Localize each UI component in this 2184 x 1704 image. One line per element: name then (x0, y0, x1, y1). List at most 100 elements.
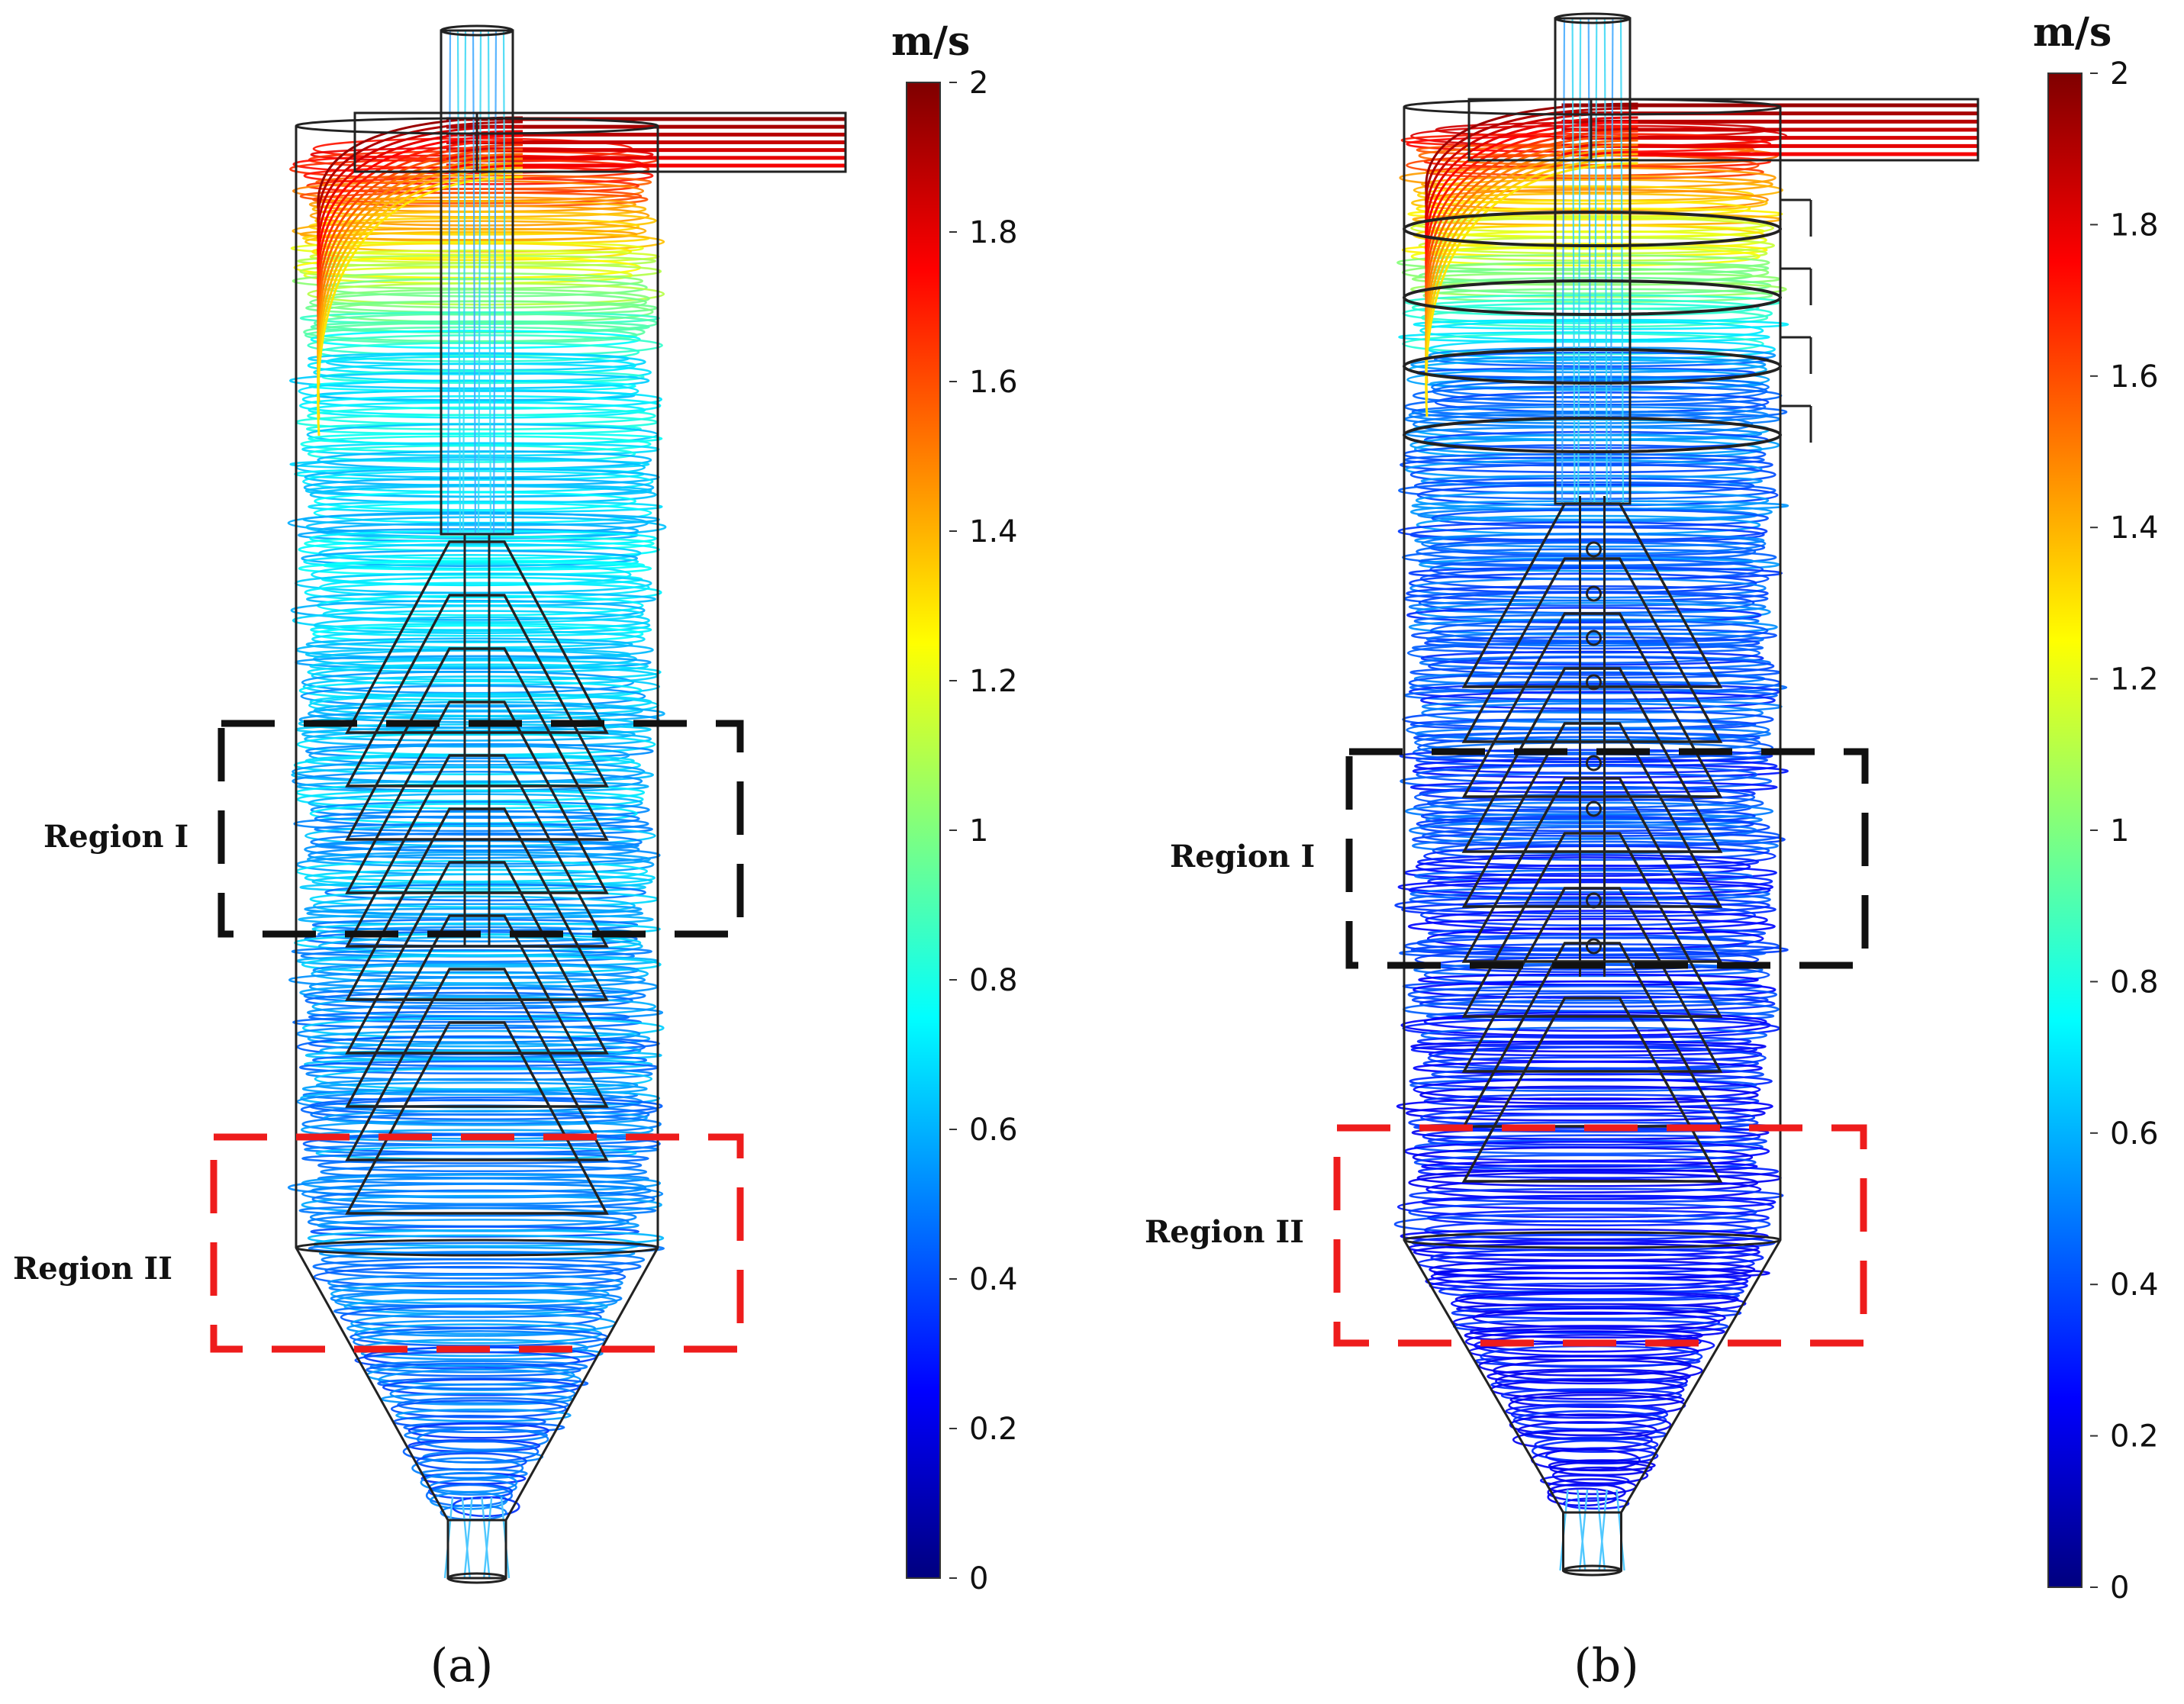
streamline (1425, 813, 1763, 827)
streamline (290, 599, 646, 621)
cone-baffle (345, 540, 609, 734)
streamline (313, 1265, 627, 1288)
streamline (317, 121, 523, 235)
streamline (1419, 1085, 1759, 1105)
streamline (1425, 1271, 1749, 1291)
streamline (308, 1242, 665, 1255)
streamline (319, 1042, 642, 1059)
streamline (1563, 1497, 1630, 1510)
outlet-streamline (487, 30, 492, 535)
streamline (1425, 134, 1638, 317)
streamline (429, 1491, 508, 1510)
cone-wall-left (295, 1247, 449, 1521)
streamline (307, 333, 663, 357)
colorbar-tick-label: 2 (2110, 56, 2129, 92)
streamline (1408, 618, 1778, 636)
colorbar-tick-label: 1 (969, 813, 988, 849)
cone-baffle (1461, 667, 1723, 853)
streamline (1410, 1040, 1767, 1053)
panel-a-colorbar (906, 82, 941, 1579)
streamline (1460, 1290, 1740, 1302)
streamline (323, 1110, 648, 1126)
colorbar-tick-label: 1.4 (2110, 511, 2159, 546)
streamline (299, 227, 638, 241)
streamline (407, 1422, 550, 1439)
panel-b-colorbar (2047, 72, 2083, 1588)
streamline (1432, 840, 1770, 861)
inlet-junction (1467, 98, 1593, 162)
streamline (1408, 405, 1770, 424)
streamline (1409, 1187, 1784, 1203)
streamline (301, 726, 636, 742)
streamline (1409, 781, 1778, 794)
colorbar-tick-label: 1.2 (2110, 662, 2159, 697)
panel-a: Region I Region II m/s 2 1.8 1.6 1.4 1.2 1 0.8… (13, 18, 1018, 1693)
underflow-outlet (1562, 1511, 1622, 1572)
streamline (1421, 1160, 1758, 1173)
panel-b-region-1-label: Region I (1170, 839, 1315, 875)
outlet-streamline (492, 30, 498, 535)
streamline (304, 991, 633, 1010)
streamline (1401, 901, 1777, 918)
streamline (366, 1362, 581, 1377)
streamline (1406, 368, 1770, 391)
cone-baffle (1461, 777, 1723, 963)
streamline (1398, 331, 1770, 343)
streamline (1412, 837, 1779, 855)
cone-baffle (1461, 887, 1723, 1073)
streamline (324, 883, 646, 902)
cone-baffle (345, 701, 609, 894)
outlet-streamline (502, 30, 507, 535)
streamline (1396, 1195, 1775, 1219)
streamline (1416, 541, 1757, 562)
streamline (1400, 772, 1773, 791)
streamline (1425, 107, 1638, 216)
streamline (1416, 484, 1779, 507)
rod-hole (1586, 755, 1602, 771)
streamline (1428, 346, 1777, 365)
cone-baffle (345, 1021, 609, 1215)
streamline (1411, 992, 1769, 1008)
streamline (1422, 1056, 1760, 1071)
streamline (1425, 116, 1638, 250)
vortex-finder-rim (440, 24, 514, 37)
streamline (310, 800, 650, 819)
streamline (1415, 856, 1751, 878)
streamline (1420, 691, 1776, 710)
streamline (303, 987, 646, 1005)
streamline (1422, 288, 1773, 304)
rod-hole (1586, 800, 1602, 817)
streamline (309, 530, 657, 547)
cone-baffle (1461, 832, 1723, 1018)
streamline (1410, 1042, 1758, 1057)
colorbar-tick-label: 1.6 (969, 365, 1018, 400)
streamline (1409, 1072, 1773, 1090)
panel-b: Region I Region II m/s 2 1.8 1.6 1.4 1.2 1 0.8… (1145, 9, 2159, 1693)
panel-a-colorbar-unit: m/s (891, 18, 970, 65)
outlet-streamline (462, 30, 467, 535)
streamline (317, 134, 523, 285)
streamline (1420, 1026, 1768, 1044)
streamline (311, 242, 632, 261)
underflow-streamline (1598, 1489, 1608, 1571)
streamline (317, 171, 523, 420)
streamline (1423, 1094, 1760, 1109)
streamline (1490, 1377, 1688, 1392)
outlet-streamline (1609, 18, 1614, 504)
outlet-streamline (1561, 18, 1566, 504)
underflow-streamline (483, 1496, 493, 1579)
streamline (290, 240, 644, 256)
streamline (1406, 607, 1762, 623)
panel-a-separator-outline (295, 24, 847, 1584)
cone-baffle (345, 861, 609, 1055)
outlet-streamline (1619, 18, 1625, 504)
streamline (298, 680, 643, 701)
streamline (317, 176, 523, 436)
streamline (304, 839, 640, 859)
colorbar-tick-label: 0.8 (969, 963, 1018, 998)
cone-baffle (1461, 502, 1723, 688)
streamline (317, 157, 523, 369)
colorbar-tick-label: 2 (969, 66, 988, 101)
outlet-streamline (1587, 18, 1592, 504)
streamline (311, 918, 639, 932)
